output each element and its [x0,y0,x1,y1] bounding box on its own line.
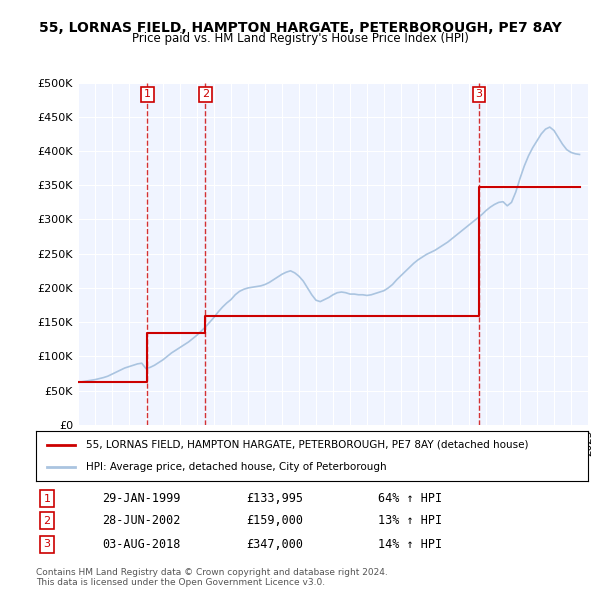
Text: 03-AUG-2018: 03-AUG-2018 [102,537,181,551]
Text: 64% ↑ HPI: 64% ↑ HPI [378,492,442,505]
Text: £133,995: £133,995 [246,492,303,505]
Text: HPI: Average price, detached house, City of Peterborough: HPI: Average price, detached house, City… [86,462,386,472]
Text: Price paid vs. HM Land Registry's House Price Index (HPI): Price paid vs. HM Land Registry's House … [131,32,469,45]
Text: £347,000: £347,000 [246,537,303,551]
Text: 3: 3 [44,539,50,549]
Text: 1: 1 [144,90,151,100]
Text: 28-JUN-2002: 28-JUN-2002 [102,514,181,527]
Text: 55, LORNAS FIELD, HAMPTON HARGATE, PETERBOROUGH, PE7 8AY: 55, LORNAS FIELD, HAMPTON HARGATE, PETER… [38,21,562,35]
Text: 1: 1 [44,494,50,503]
Text: 55, LORNAS FIELD, HAMPTON HARGATE, PETERBOROUGH, PE7 8AY (detached house): 55, LORNAS FIELD, HAMPTON HARGATE, PETER… [86,440,528,450]
Text: 2: 2 [202,90,209,100]
Text: Contains HM Land Registry data © Crown copyright and database right 2024.
This d: Contains HM Land Registry data © Crown c… [36,568,388,587]
Text: 13% ↑ HPI: 13% ↑ HPI [378,514,442,527]
Text: 14% ↑ HPI: 14% ↑ HPI [378,537,442,551]
Text: 3: 3 [476,90,482,100]
Text: £159,000: £159,000 [246,514,303,527]
Text: 2: 2 [43,516,50,526]
Text: 29-JAN-1999: 29-JAN-1999 [102,492,181,505]
